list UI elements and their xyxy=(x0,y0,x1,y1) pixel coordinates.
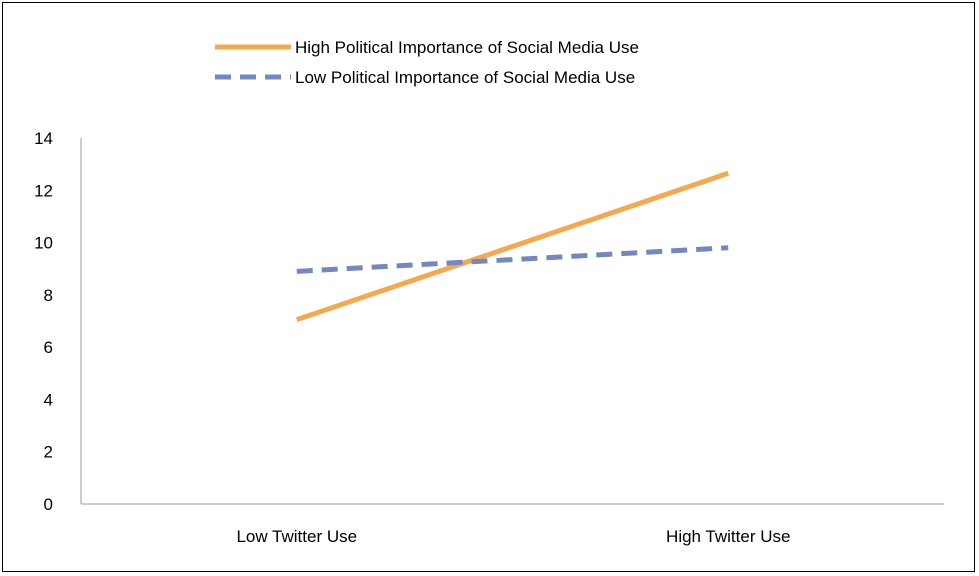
x-tick-label: Low Twitter Use xyxy=(236,527,357,546)
series-line-high-importance xyxy=(295,170,730,323)
y-tick-label: 2 xyxy=(44,443,53,462)
series-layer xyxy=(295,170,730,323)
y-tick-label: 0 xyxy=(44,495,53,514)
x-tick-labels: Low Twitter Use High Twitter Use xyxy=(236,527,790,546)
y-tick-label: 12 xyxy=(34,181,53,200)
series-line-low-importance xyxy=(296,245,729,274)
y-tick-label: 6 xyxy=(44,338,53,357)
y-tick-label: 8 xyxy=(44,286,53,305)
x-tick-label: High Twitter Use xyxy=(666,527,790,546)
y-tick-label: 14 xyxy=(34,129,53,148)
y-tick-label: 10 xyxy=(34,234,53,253)
y-tick-label: 4 xyxy=(44,390,53,409)
y-tick-labels: 0 2 4 6 8 10 12 14 xyxy=(34,129,53,514)
line-chart: High Political Importance of Social Medi… xyxy=(34,38,944,546)
legend-label: High Political Importance of Social Medi… xyxy=(295,38,639,57)
legend-label: Low Political Importance of Social Media… xyxy=(295,68,635,87)
legend: High Political Importance of Social Medi… xyxy=(215,38,639,87)
